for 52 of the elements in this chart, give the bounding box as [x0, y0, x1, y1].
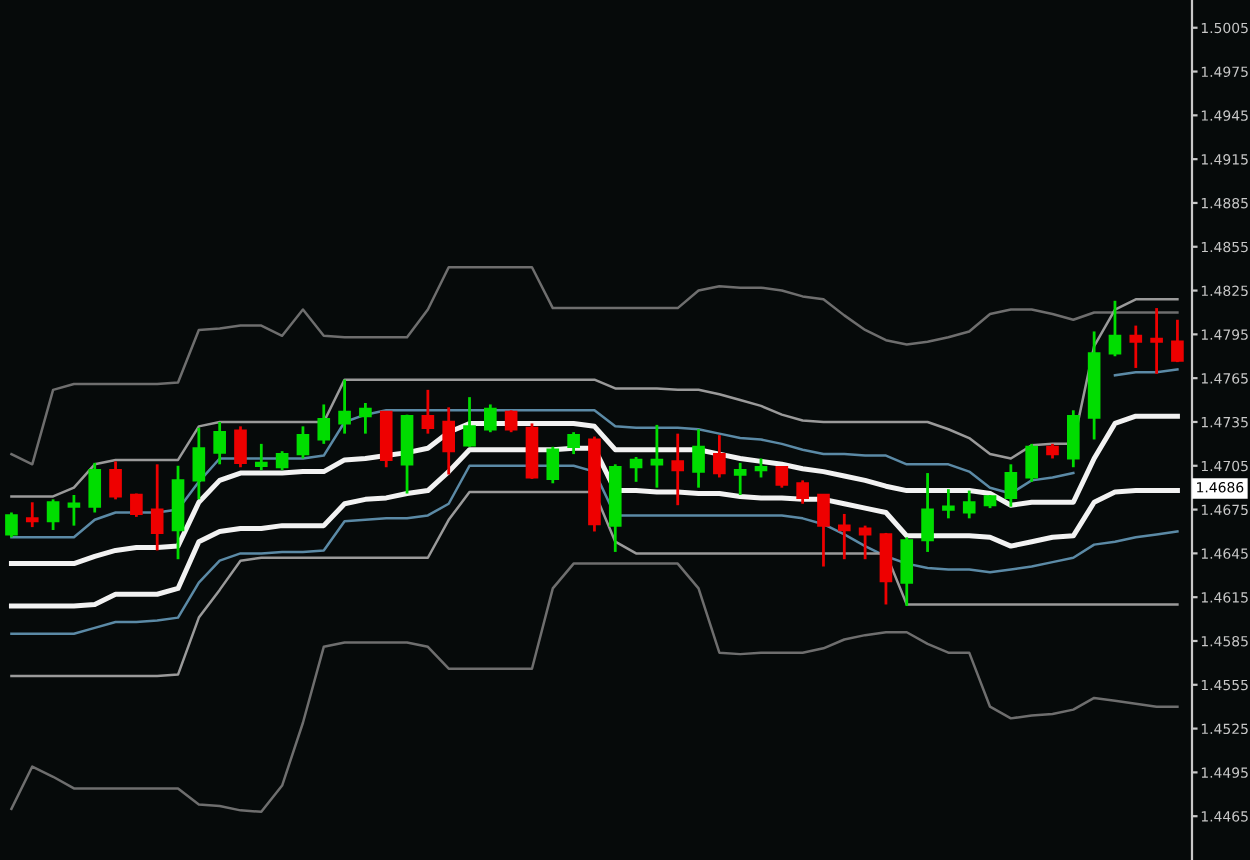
candlestick: [775, 465, 789, 490]
candlestick: [900, 535, 914, 608]
candlestick: [254, 442, 268, 472]
candlestick: [359, 401, 372, 436]
candlestick: [463, 395, 476, 449]
candlestick: [317, 403, 331, 446]
candlestick: [504, 408, 518, 434]
candlestick: [1025, 442, 1038, 484]
candlestick: [1150, 306, 1163, 376]
candlestick: [858, 524, 872, 561]
candlestick: [442, 405, 456, 476]
candlestick: [150, 462, 164, 552]
candlestick: [1171, 318, 1184, 364]
candlestick: [837, 512, 851, 561]
candlestick: [796, 478, 809, 506]
candlestick: [1108, 299, 1122, 358]
candlestick: [275, 449, 289, 472]
candlestick: [817, 493, 830, 568]
candlestick: [338, 378, 351, 436]
candlestick: [879, 531, 893, 606]
line-series: [10, 298, 1179, 498]
line-series: [10, 490, 1179, 678]
candlestick: [754, 457, 768, 479]
candlestick: [921, 471, 934, 554]
candlestick: [296, 424, 310, 460]
candlestick: [713, 433, 726, 479]
candlestick: [567, 430, 580, 456]
candlestick: [692, 427, 705, 490]
candlestick: [234, 424, 247, 469]
candlestick: [5, 511, 18, 539]
line-series: [10, 265, 1179, 466]
candlestick: [671, 432, 685, 507]
candlestick: [67, 493, 81, 528]
candlestick: [484, 403, 497, 434]
candlestick: [546, 445, 560, 485]
candlestick: [25, 500, 39, 529]
line-series: [8, 413, 1180, 567]
candlestick: [1004, 462, 1018, 509]
candlestick: [629, 455, 643, 484]
candlestick: [1129, 324, 1143, 370]
line-series: [10, 562, 1179, 814]
candlestick: [192, 426, 206, 501]
candlestick: [213, 420, 226, 466]
candlestick: [109, 460, 122, 501]
candlestick: [88, 461, 102, 514]
candlestick: [650, 423, 664, 490]
candlestick: [733, 461, 747, 497]
candlestick: [962, 489, 976, 520]
candlestick: [421, 388, 435, 436]
candlestick: [1067, 408, 1080, 469]
candlestick: [46, 497, 60, 532]
candlestick: [942, 487, 955, 520]
